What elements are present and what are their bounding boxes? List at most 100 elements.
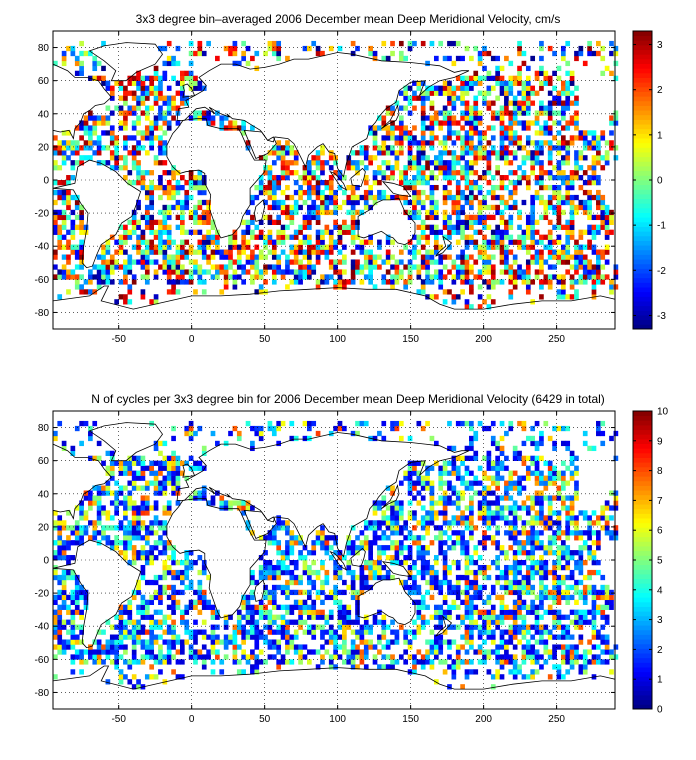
chart1-bin-cell [368,574,373,581]
chart1-bin-cell [285,629,290,635]
chart0-bin-cell [101,264,106,270]
chart0-bin-cell [149,239,155,245]
chart1-bin-cell [482,609,487,615]
chart1-bin-cell [53,594,58,601]
chart1-bin-cell [359,530,365,536]
chart1-bin-cell [83,530,89,536]
chart0-bin-cell [447,244,452,250]
chart1-bin-cell [539,664,544,670]
chart1-bin-cell [74,589,80,596]
chart1-bin-cell [140,639,146,645]
chart1-bin-cell [223,634,229,640]
chart0-bin-cell [206,269,211,275]
chart1-bin-cell [482,545,487,551]
chart1-bin-cell [83,659,89,665]
chart1-bin-cell [412,634,417,640]
chart0-bin-cell [574,249,579,255]
chart0-bin-cell [280,269,286,275]
chart0-bin-cell [254,234,260,240]
chart0-bin-cell [521,279,527,285]
chart0-bin-cell [591,279,597,285]
chart1-bin-cell [188,644,194,650]
chart1-bin-cell [193,619,198,625]
chart0-bin-cell [385,254,391,260]
chart0-bin-cell [469,264,474,270]
chart1-bin-cell [166,584,172,591]
chart1-bin-cell [560,540,566,546]
chart1-bin-cell [534,594,540,601]
chart1-bin-cell [293,589,299,596]
chart1-bin-cell [552,564,557,571]
chart1-bin-cell [180,639,185,645]
chart1-bin-cell [534,619,540,625]
chart1-bin-cell [149,644,155,650]
chart1-bin-cell [591,599,597,605]
chart1-bin-cell [543,584,549,591]
chart1-bin-cell [425,619,430,625]
chart1-bin-cell [315,649,321,655]
chart1-bin-cell [359,579,365,586]
chart1-bin-cell [530,654,536,660]
chart1-bin-cell [306,594,312,601]
chart1-bin-cell [587,530,592,536]
chart1-bin-cell [534,564,540,571]
chart1-bin-cell [70,669,76,675]
chart1-bin-cell [123,530,128,536]
chart0-bin-cell [403,284,409,290]
chart1-bin-cell [604,594,610,601]
chart0-bin-cell [162,259,168,265]
chart0-bin-cell [359,264,365,270]
chart1-bin-cell [381,644,387,650]
chart1-bin-cell [464,579,470,586]
chart1-bin-cell [153,589,159,596]
chart1-bin-cell [271,614,277,620]
chart1-bin-cell [285,634,290,640]
chart1-bin-cell [451,540,457,546]
chart1-bin-cell [425,604,430,610]
chart1-bin-cell [236,609,242,615]
chart0-bin-cell [328,244,334,250]
chart1-bin-cell [539,604,544,610]
chart1-bin-cell [254,634,260,640]
chart1-bin-cell [398,545,404,551]
chart1-bin-cell [342,659,347,665]
chart1-bin-cell [355,604,360,610]
chart1-bin-cell [394,525,400,531]
chart0-bin-cell [477,274,483,280]
chart1-bin-cell [591,624,597,630]
chart0-bin-cell [477,304,483,310]
chart1-bin-cell [368,545,373,551]
chart0-bin-cell [477,284,483,290]
chart0-bin-cell [342,254,347,260]
chart0-bin-cell [289,259,295,265]
chart1-bin-cell [293,560,299,566]
chart1-bin-cell [66,619,71,625]
chart0-bin-cell [337,239,343,245]
chart1-bin-cell [333,639,338,645]
chart1-bin-cell [543,594,549,601]
chart1-bin-cell [136,639,141,645]
chart1-bin-cell [158,540,163,546]
chart0-bin-cell [355,244,360,250]
chart1-bin-cell [534,654,540,660]
chart1-bin-cell [276,525,282,531]
chart1-bin-cell [508,520,514,526]
chart0-bin-cell [285,254,290,260]
chart0-bin-cell [578,249,584,255]
chart1-bin-cell [425,639,430,645]
chart1-bin-cell [438,644,444,650]
chart1-bin-cell [363,520,369,526]
chart1-bin-cell [560,579,566,586]
chart0-bin-cell [271,249,277,255]
chart1-bin-cell [578,589,584,596]
chart1-bin-cell [153,530,159,536]
chart0-bin-cell [490,279,496,285]
chart1-bin-cell [258,634,264,640]
chart1-bin-cell [569,664,575,670]
chart1-bin-cell [442,574,448,581]
chart1-bin-cell [469,560,474,566]
chart1-bin-cell [114,525,119,531]
chart0-bin-cell [241,264,246,270]
chart0-bin-cell [206,239,211,245]
chart0-bin-cell [604,249,610,255]
